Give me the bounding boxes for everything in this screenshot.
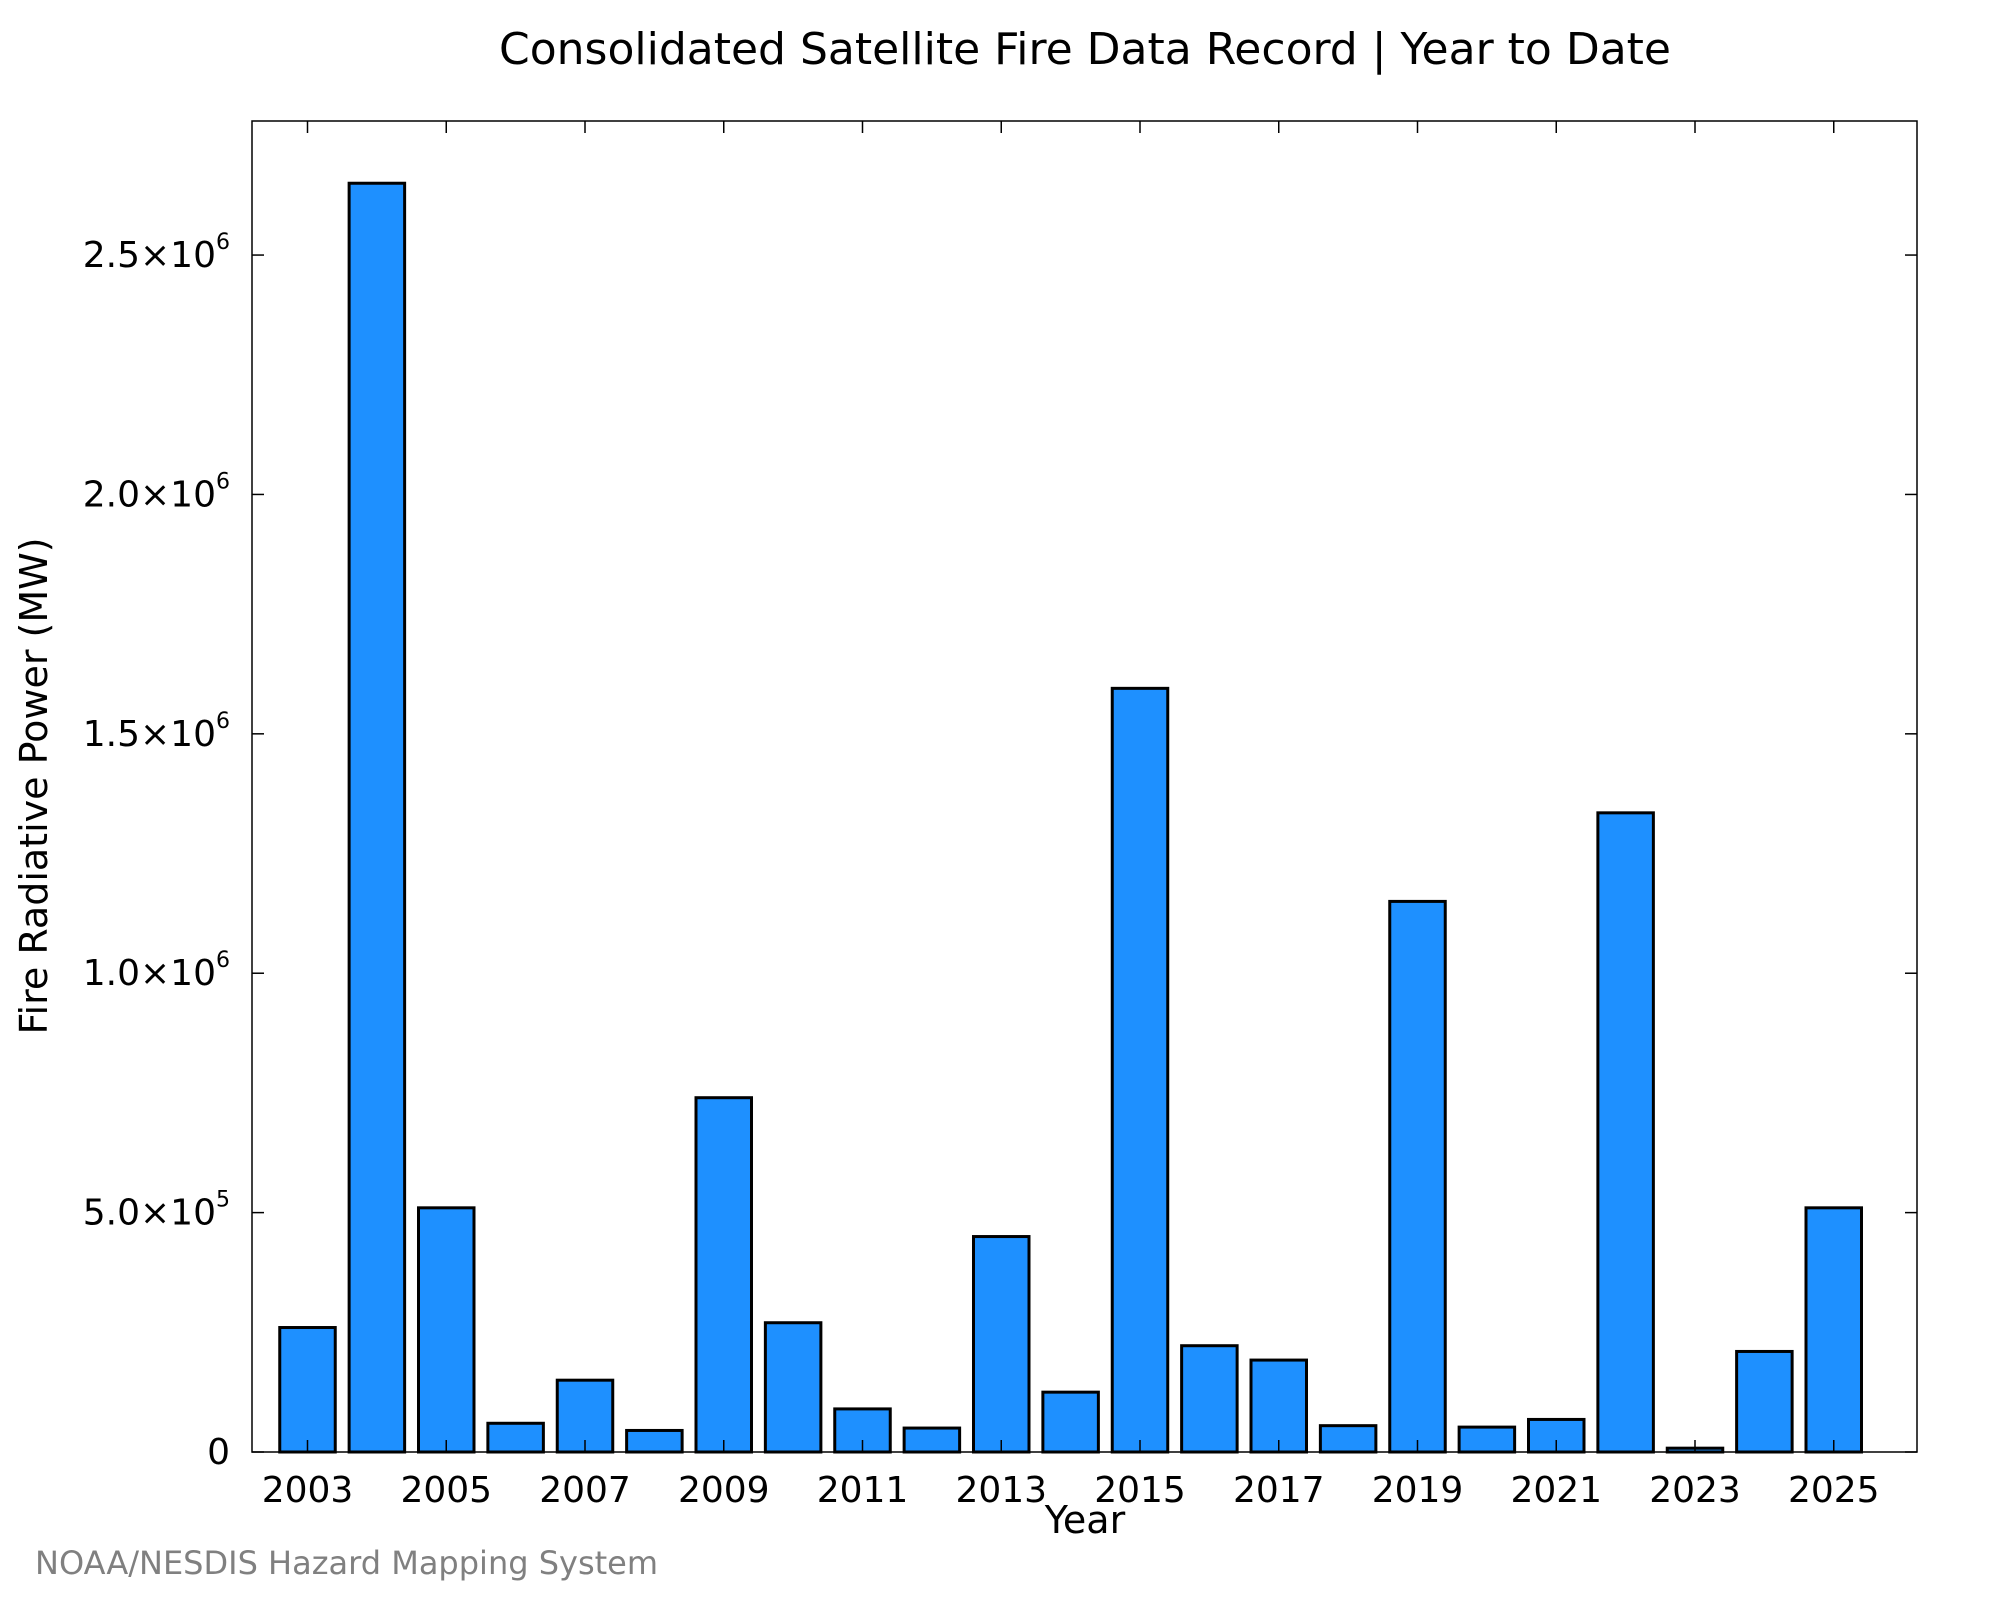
bar-2025 bbox=[1804, 1206, 1863, 1454]
source-credit: NOAA/NESDIS Hazard Mapping System bbox=[35, 1544, 658, 1582]
x-tick-label-2005: 2005 bbox=[400, 1470, 492, 1511]
bar-2022 bbox=[1596, 811, 1655, 1454]
x-axis-label: Year bbox=[1044, 1498, 1126, 1542]
x-axis-ticks: 2003 2005 2007 2009 2011 2013 2015 2017 2019 2021… bbox=[262, 121, 1880, 1511]
y-tick-label-0: 0 bbox=[207, 1432, 230, 1473]
x-tick-label-2017: 2017 bbox=[1233, 1470, 1325, 1511]
bar-2010 bbox=[763, 1321, 823, 1454]
x-tick-label-2011: 2011 bbox=[817, 1470, 909, 1511]
bar-2016 bbox=[1180, 1344, 1239, 1454]
bar-2006 bbox=[486, 1421, 545, 1454]
x-tick-label-2007: 2007 bbox=[539, 1470, 631, 1511]
y-tick-label-1000000: 1.0×106 bbox=[83, 948, 230, 994]
x-tick-label-2021: 2021 bbox=[1510, 1470, 1602, 1511]
bar-2024 bbox=[1735, 1349, 1794, 1454]
bar-2015 bbox=[1110, 686, 1170, 1454]
y-axis-label: Fire Radiative Power (MW) bbox=[12, 537, 56, 1034]
bars-group bbox=[278, 181, 1863, 1454]
bar-2019 bbox=[1388, 899, 1447, 1454]
bar-2003 bbox=[278, 1326, 337, 1454]
x-tick-label-2009: 2009 bbox=[678, 1470, 770, 1511]
x-tick-label-2003: 2003 bbox=[262, 1470, 354, 1511]
x-tick-label-2023: 2023 bbox=[1649, 1470, 1741, 1511]
bar-2017 bbox=[1249, 1358, 1308, 1454]
y-tick-label-2500000: 2.5×106 bbox=[83, 230, 230, 276]
x-tick-label-2013: 2013 bbox=[955, 1470, 1047, 1511]
bar-2009 bbox=[694, 1096, 753, 1454]
bar-2020 bbox=[1457, 1425, 1517, 1454]
bar-2008 bbox=[625, 1428, 684, 1454]
y-tick-label-2000000: 2.0×106 bbox=[83, 469, 230, 515]
x-tick-label-2019: 2019 bbox=[1372, 1470, 1464, 1511]
bar-2018 bbox=[1318, 1424, 1378, 1454]
x-tick-label-2015: 2015 bbox=[1094, 1470, 1186, 1511]
bar-2013 bbox=[972, 1235, 1031, 1454]
chart-title: Consolidated Satellite Fire Data Record … bbox=[499, 24, 1671, 75]
x-tick-label-2025: 2025 bbox=[1788, 1470, 1880, 1511]
bar-2012 bbox=[902, 1426, 962, 1454]
y-tick-label-500000: 5.0×105 bbox=[83, 1188, 230, 1234]
y-axis-ticks: 0 5.0×105 1.0×106 1.5×106 2.0×106 2.5×106 bbox=[83, 230, 1917, 1473]
y-tick-label-1500000: 1.5×106 bbox=[83, 709, 230, 755]
bar-2014 bbox=[1041, 1390, 1100, 1454]
bar-2005 bbox=[417, 1206, 476, 1454]
plot-frame bbox=[251, 120, 1918, 1453]
bar-2004 bbox=[347, 181, 407, 1454]
